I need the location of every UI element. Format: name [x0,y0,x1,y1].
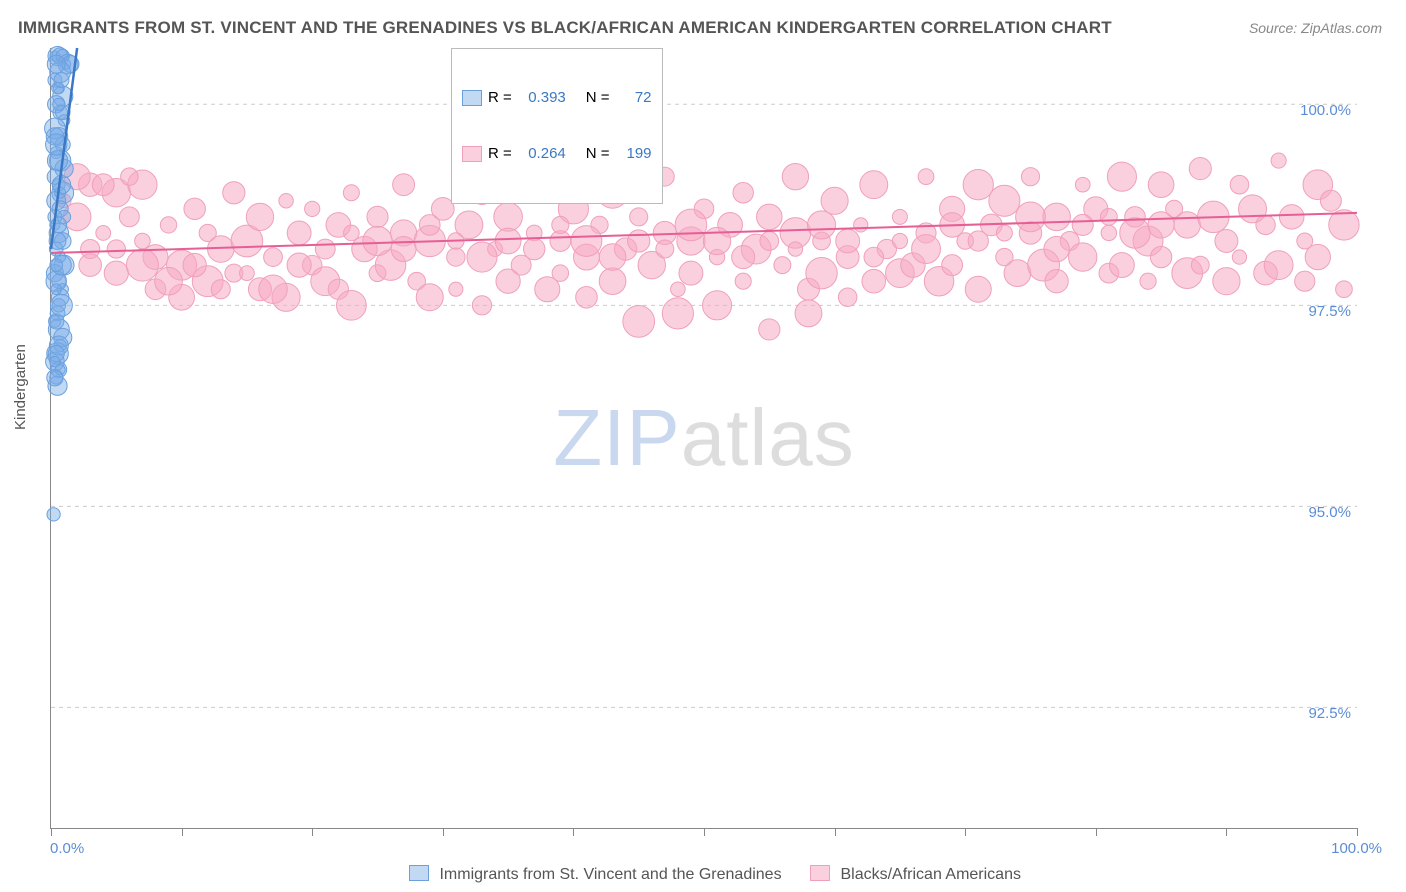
n-value-1: 72 [616,87,652,109]
legend-bottom: Immigrants from St. Vincent and the Gren… [0,865,1406,884]
scatter-svg [51,48,1357,828]
x-max-label: 100.0% [1331,840,1382,857]
chart-title: IMMIGRANTS FROM ST. VINCENT AND THE GREN… [18,18,1112,38]
x-tick [312,828,313,836]
x-tick [835,828,836,836]
y-tick-label: 100.0% [1300,102,1351,119]
legend-stats: R = 0.393 N = 72 R = 0.264 N = 199 [451,48,663,204]
y-tick-label: 95.0% [1308,504,1351,521]
x-tick [182,828,183,836]
r-label-1: R = [488,87,512,109]
x-tick [573,828,574,836]
legend-stats-row-2: R = 0.264 N = 199 [462,143,652,165]
x-tick [443,828,444,836]
legend-swatch-2 [462,146,482,162]
x-tick [51,828,52,836]
y-tick-label: 92.5% [1308,705,1351,722]
y-tick-label: 97.5% [1308,303,1351,320]
y-axis-label: Kindergarten [12,344,29,430]
n-label-1: N = [586,87,610,109]
n-label-2: N = [586,143,610,165]
x-min-label: 0.0% [50,840,84,857]
r-label-2: R = [488,143,512,165]
x-tick [1226,828,1227,836]
legend-bottom-label-2: Blacks/African Americans [840,866,1021,883]
x-tick [704,828,705,836]
legend-bottom-label-1: Immigrants from St. Vincent and the Gren… [439,866,781,883]
legend-bottom-swatch-2 [810,865,830,881]
legend-stats-row-1: R = 0.393 N = 72 [462,87,652,109]
r-value-1: 0.393 [518,87,566,109]
x-tick [965,828,966,836]
n-value-2: 199 [616,143,652,165]
x-tick [1357,828,1358,836]
source-label: Source: ZipAtlas.com [1249,20,1382,36]
r-value-2: 0.264 [518,143,566,165]
legend-bottom-swatch-1 [409,865,429,881]
x-tick [1096,828,1097,836]
plot-area: ZIPatlas R = 0.393 N = 72 R = 0.264 N = … [50,48,1357,829]
legend-swatch-1 [462,90,482,106]
